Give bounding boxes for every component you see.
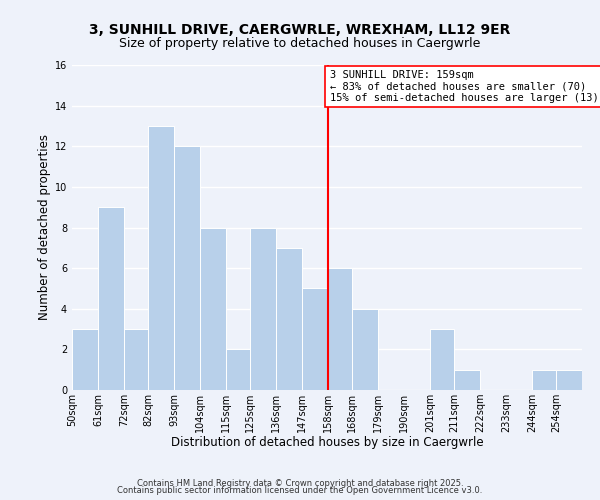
Y-axis label: Number of detached properties: Number of detached properties [38, 134, 50, 320]
Bar [556, 370, 582, 390]
Bar [72, 329, 98, 390]
Text: 3 SUNHILL DRIVE: 159sqm
← 83% of detached houses are smaller (70)
15% of semi-de: 3 SUNHILL DRIVE: 159sqm ← 83% of detache… [329, 70, 600, 103]
Bar [250, 228, 276, 390]
Bar [174, 146, 200, 390]
X-axis label: Distribution of detached houses by size in Caergwrle: Distribution of detached houses by size … [170, 436, 484, 450]
Bar [200, 228, 226, 390]
Bar [302, 288, 328, 390]
Bar [98, 207, 124, 390]
Bar [532, 370, 556, 390]
Bar [148, 126, 174, 390]
Bar [430, 329, 454, 390]
Bar [352, 308, 378, 390]
Text: Contains HM Land Registry data © Crown copyright and database right 2025.: Contains HM Land Registry data © Crown c… [137, 478, 463, 488]
Text: 3, SUNHILL DRIVE, CAERGWRLE, WREXHAM, LL12 9ER: 3, SUNHILL DRIVE, CAERGWRLE, WREXHAM, LL… [89, 22, 511, 36]
Text: Contains public sector information licensed under the Open Government Licence v3: Contains public sector information licen… [118, 486, 482, 495]
Bar [276, 248, 302, 390]
Bar [454, 370, 480, 390]
Bar [124, 329, 148, 390]
Bar [328, 268, 352, 390]
Text: Size of property relative to detached houses in Caergwrle: Size of property relative to detached ho… [119, 38, 481, 51]
Bar [226, 350, 250, 390]
